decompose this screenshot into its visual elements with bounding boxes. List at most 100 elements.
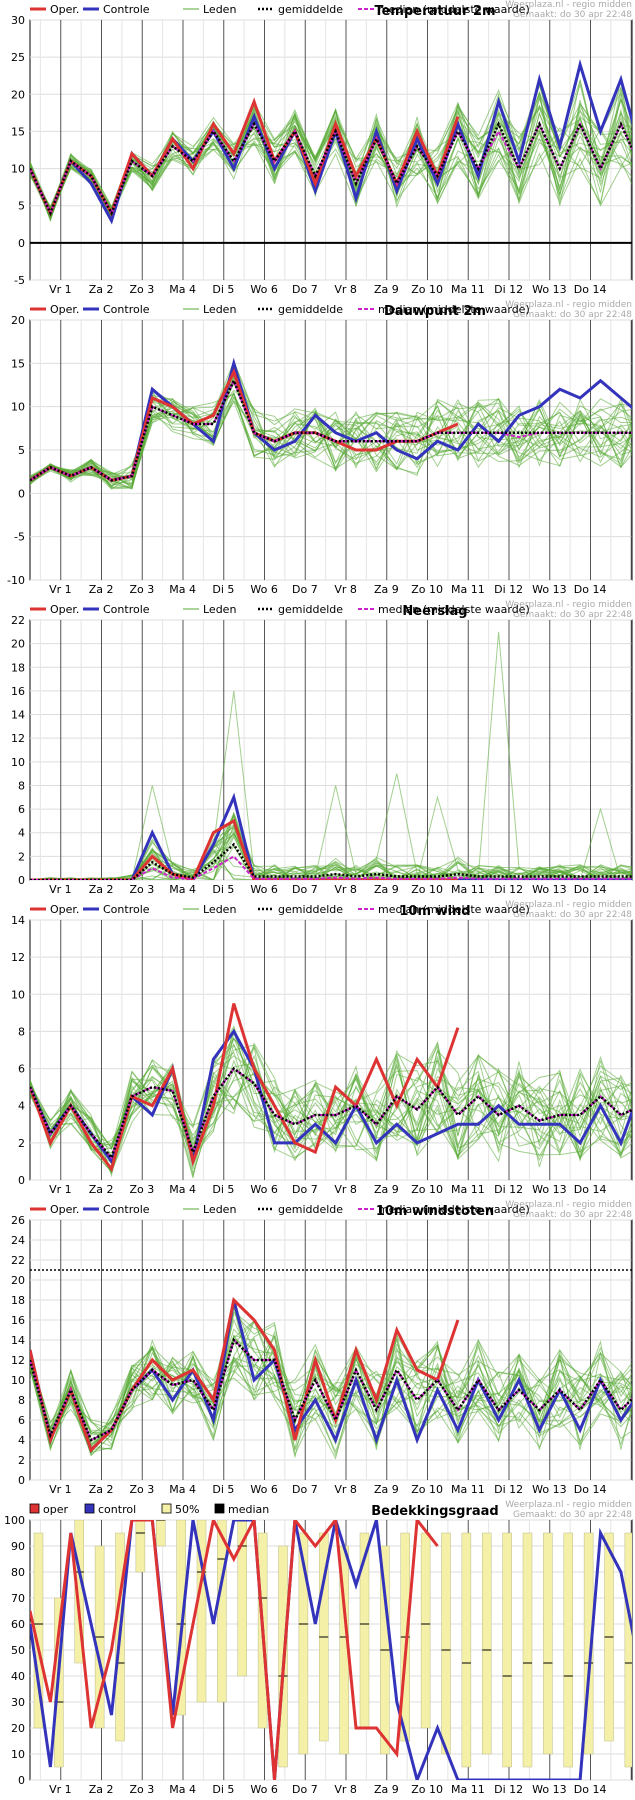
- x-tick-label: Vr 1: [49, 283, 72, 296]
- y-tick-label: 2: [18, 1137, 25, 1150]
- y-tick-label: 10: [11, 1374, 25, 1387]
- x-tick-label: Vr 8: [334, 283, 357, 296]
- x-tick-label: Di 5: [212, 583, 234, 596]
- member-line: [30, 785, 632, 880]
- cloud-band-bar: [176, 1520, 186, 1716]
- x-tick-label: Wo 6: [250, 1783, 277, 1796]
- y-tick-label: 8: [18, 779, 25, 792]
- generated-time: Gemaakt: do 30 apr 22:48: [513, 910, 632, 920]
- y-tick-label: 6: [18, 1414, 25, 1427]
- y-tick-label: 0: [18, 874, 25, 887]
- y-tick-label: 18: [11, 1294, 25, 1307]
- x-tick-label: Do 7: [292, 883, 318, 896]
- mean-line: [30, 842, 632, 880]
- x-tick-label: Wo 6: [250, 883, 277, 896]
- y-tick-label: 14: [11, 914, 25, 927]
- legend-swatch-median: [214, 1503, 225, 1514]
- x-tick-label: Wo 13: [532, 1783, 566, 1796]
- x-tick-label: Zo 10: [411, 883, 443, 896]
- x-tick-label: Za 2: [89, 283, 114, 296]
- x-tick-label: Vr 1: [49, 1483, 72, 1496]
- y-tick-label: 12: [11, 951, 25, 964]
- y-tick-label: 20: [11, 1722, 25, 1735]
- mean-line: [30, 1337, 632, 1442]
- x-tick-label: Do 14: [574, 883, 607, 896]
- x-tick-label: Do 7: [292, 283, 318, 296]
- plot-area: [30, 631, 632, 880]
- plot-area: [30, 1003, 632, 1179]
- legend-label-controle: Controle: [103, 903, 150, 916]
- legend: Oper. Controle Leden gemiddelde median (midd…: [30, 303, 530, 316]
- generated-time: Gemaakt: do 30 apr 22:48: [513, 10, 632, 20]
- y-tick-label: 22: [11, 1254, 25, 1267]
- oper-line: [30, 1296, 460, 1453]
- x-tick-label: Wo 13: [532, 1483, 566, 1496]
- x-tick-label: Zo 10: [411, 1483, 443, 1496]
- site-credit: Weerplaza.nl - regio midden: [505, 900, 632, 910]
- mean-line: [30, 377, 632, 482]
- member-line: [30, 368, 632, 483]
- x-tick-label: Wo 13: [532, 1183, 566, 1196]
- generated-time: Gemaakt: do 30 apr 22:48: [513, 310, 632, 320]
- x-tick-label: Ma 4: [169, 883, 196, 896]
- member-line: [30, 1045, 632, 1175]
- member-line: [30, 823, 632, 880]
- legend-label-oper: oper: [43, 1503, 68, 1516]
- x-tick-label: Za 9: [374, 283, 399, 296]
- x-tick-label: Ma 11: [451, 283, 485, 296]
- y-tick-label: 16: [11, 1314, 25, 1327]
- y-tick-label: 30: [11, 1696, 25, 1709]
- member-line: [30, 373, 632, 488]
- legend-label-leden: Leden: [203, 303, 236, 316]
- x-tick-label: Ma 11: [451, 1783, 485, 1796]
- chart-title: Temperatuur 2m: [374, 4, 495, 19]
- generated-time: Gemaakt: do 30 apr 22:48: [513, 1510, 632, 1520]
- cloud-band-bar: [441, 1532, 451, 1755]
- x-tick-label: Do 14: [574, 1483, 607, 1496]
- x-tick-label: Do 7: [292, 1783, 318, 1796]
- cloud-band-bar: [583, 1532, 594, 1755]
- x-tick-label: Za 9: [374, 583, 399, 596]
- x-tick-label: Zo 10: [411, 583, 443, 596]
- member-line: [30, 1059, 632, 1163]
- plot-area: [30, 58, 632, 225]
- chart-title: Bedekkingsgraad: [371, 1504, 498, 1519]
- x-tick-label: Za 2: [89, 1183, 114, 1196]
- x-tick-label: Ma 11: [451, 583, 485, 596]
- x-tick-label: Vr 8: [334, 1483, 357, 1496]
- cloud-band-bar: [624, 1532, 632, 1768]
- x-tick-label: Do 7: [292, 1483, 318, 1496]
- chart-title: 10m windstoten: [376, 1204, 494, 1219]
- x-tick-label: Zo 10: [411, 283, 443, 296]
- legend-label-gemiddelde: gemiddelde: [278, 3, 343, 16]
- x-tick-label: Ma 4: [169, 1483, 196, 1496]
- y-tick-label: 22: [11, 614, 25, 627]
- y-tick-label: 16: [11, 685, 25, 698]
- legend: Oper. Controle Leden gemiddelde median (midd…: [30, 903, 530, 916]
- oper-line: [30, 818, 458, 880]
- x-tick-label: Do 14: [574, 583, 607, 596]
- generated-time: Gemaakt: do 30 apr 22:48: [513, 610, 632, 620]
- x-tick-label: Zo 3: [129, 883, 154, 896]
- y-tick-label: 5: [18, 444, 25, 457]
- x-tick-label: Vr 1: [49, 1783, 72, 1796]
- legend-label-gemiddelde: gemiddelde: [278, 603, 343, 616]
- y-tick-label: 40: [11, 1670, 25, 1683]
- y-tick-label: 8: [18, 1394, 25, 1407]
- y-tick-label: 20: [11, 88, 25, 101]
- y-tick-label: 24: [11, 1234, 25, 1247]
- y-tick-label: 0: [18, 1774, 25, 1787]
- x-tick-label: Ma 11: [451, 1183, 485, 1196]
- legend-label-p50: 50%: [175, 1503, 199, 1516]
- y-tick-label: 15: [11, 357, 25, 370]
- member-line: [30, 379, 632, 481]
- member-line: [30, 1334, 632, 1452]
- x-tick-label: Za 9: [374, 1483, 399, 1496]
- legend-label-oper: Oper.: [50, 303, 79, 316]
- x-tick-label: Di 12: [494, 1183, 523, 1196]
- member-line: [30, 361, 632, 490]
- y-tick-label: 0: [18, 1474, 25, 1487]
- x-tick-label: Vr 1: [49, 1183, 72, 1196]
- y-tick-label: 25: [11, 51, 25, 64]
- y-tick-label: 12: [11, 1354, 25, 1367]
